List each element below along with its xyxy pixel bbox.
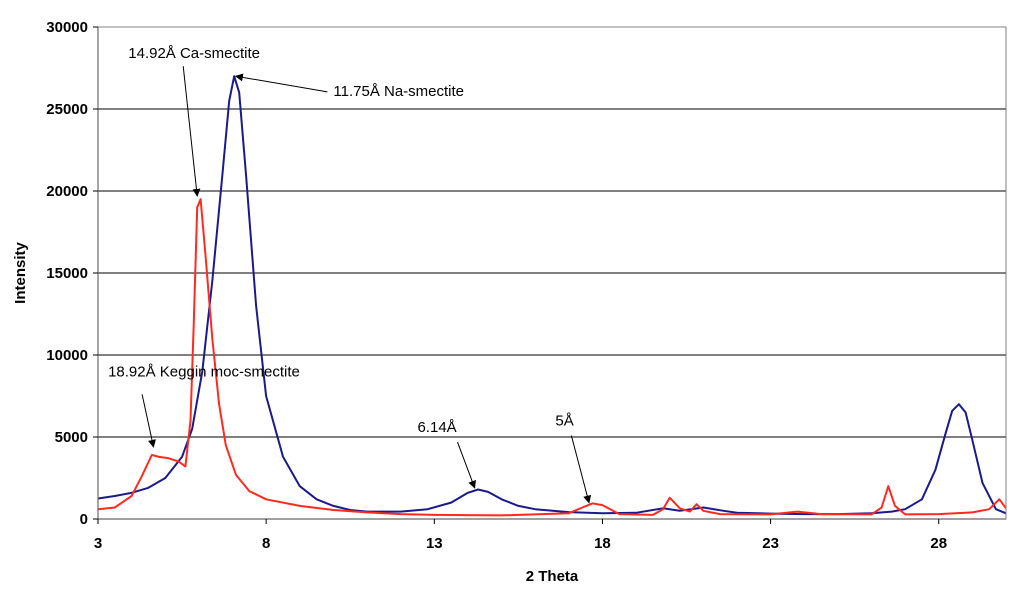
- axes: [93, 26, 1007, 524]
- y-tick-labels: 0 5000 10000 15000 20000 25000 30000: [46, 19, 88, 528]
- annotation-arrow-4: [570, 435, 592, 504]
- y-axis-title: Intensity: [12, 242, 29, 304]
- y-tick-label-0: 0: [80, 511, 88, 528]
- x-tick-label-2: 13: [426, 535, 443, 552]
- series-line-0: [97, 75, 1007, 516]
- annotation-arrow-2: [141, 394, 156, 448]
- annotation-arrow-3: [457, 441, 476, 489]
- y-tick-label-3: 15000: [46, 265, 88, 282]
- annotation-arrow-1: [234, 73, 328, 93]
- series-layer: [97, 75, 1007, 517]
- x-axis-title: 2 Theta: [526, 568, 579, 585]
- y-tick-label-1: 5000: [55, 429, 88, 446]
- annotation-label-3: 6.14Å: [417, 419, 456, 436]
- annotation-label-2: 18.92Å Keggin moc-smectite: [108, 363, 300, 380]
- series-line-1: [97, 198, 1007, 517]
- y-tick-label-6: 30000: [46, 19, 88, 36]
- x-tick-labels: 3 8 13 18 23 28: [94, 535, 947, 552]
- x-tick-label-5: 28: [930, 535, 947, 552]
- x-tick-label-0: 3: [94, 535, 102, 552]
- annotation-label-4: 5Å: [555, 413, 573, 430]
- annotation-label-1: 11.75Å Na-smectite: [333, 83, 464, 100]
- annotation-arrow-0: [182, 66, 201, 197]
- y-tick-label-2: 10000: [46, 347, 88, 364]
- y-tick-label-5: 25000: [46, 101, 88, 118]
- y-tick-label-4: 20000: [46, 183, 88, 200]
- x-tick-label-1: 8: [262, 535, 270, 552]
- x-tick-label-3: 18: [594, 535, 611, 552]
- annotation-label-0: 14.92Å Ca-smectite: [128, 45, 260, 62]
- x-tick-label-4: 23: [762, 535, 779, 552]
- annotations: 14.92Å Ca-smectite 11.75Å Na-smectite 18.9…: [108, 45, 592, 504]
